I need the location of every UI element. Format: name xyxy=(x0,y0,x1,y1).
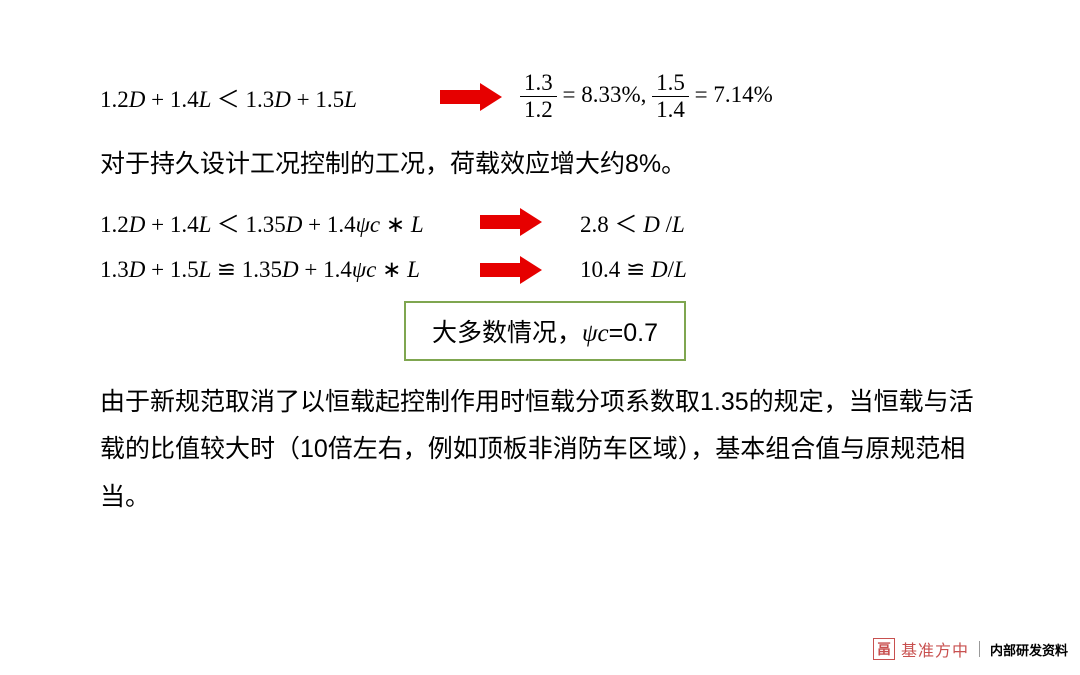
equation-row-1: 1.2D + 1.4L ＜ 1.3D + 1.5L 1.31.2 = 8.33%… xyxy=(100,70,990,123)
equation-row-3: 1.3D + 1.5L ≌ 1.35D + 1.4ψc ∗ L 10.4 ≌ D… xyxy=(100,257,990,283)
eq1-left: 1.2D + 1.4L ＜ 1.3D + 1.5L xyxy=(100,80,430,114)
eq1-right: 1.31.2 = 8.33%, 1.51.4 = 7.14% xyxy=(520,70,773,123)
paragraph-1: 对于持久设计工况控制的工况，荷载效应增大约8%。 xyxy=(100,141,990,189)
equation-row-2: 1.2D + 1.4L ＜ 1.35D + 1.4ψc ∗ L 2.8 ＜ D … xyxy=(100,205,990,239)
brand-name: 基准方中 xyxy=(901,637,969,661)
arrow-icon xyxy=(470,212,560,232)
arrow-icon xyxy=(430,87,520,107)
arrow-icon xyxy=(470,260,560,280)
footer-note: 内部研发资料 xyxy=(990,640,1068,659)
box-psi: ψc xyxy=(582,320,609,347)
box-value: =0.7 xyxy=(609,319,658,347)
eq3-left: 1.3D + 1.5L ≌ 1.35D + 1.4ψc ∗ L xyxy=(100,257,470,283)
eq2-left: 1.2D + 1.4L ＜ 1.35D + 1.4ψc ∗ L xyxy=(100,205,470,239)
paragraph-2: 由于新规范取消了以恒载起控制作用时恒载分项系数取1.35的规定，当恒载与活载的比… xyxy=(100,379,990,522)
brand-logo-icon: 畐 xyxy=(873,638,895,660)
highlight-box: 大多数情况，ψc=0.7 xyxy=(404,301,686,361)
separator xyxy=(979,641,980,657)
box-prefix: 大多数情况， xyxy=(432,319,582,347)
eq2-right: 2.8 ＜ D /L xyxy=(560,205,685,239)
footer: 畐 基准方中 内部研发资料 xyxy=(873,637,1080,661)
eq3-right: 10.4 ≌ D/L xyxy=(560,257,687,283)
